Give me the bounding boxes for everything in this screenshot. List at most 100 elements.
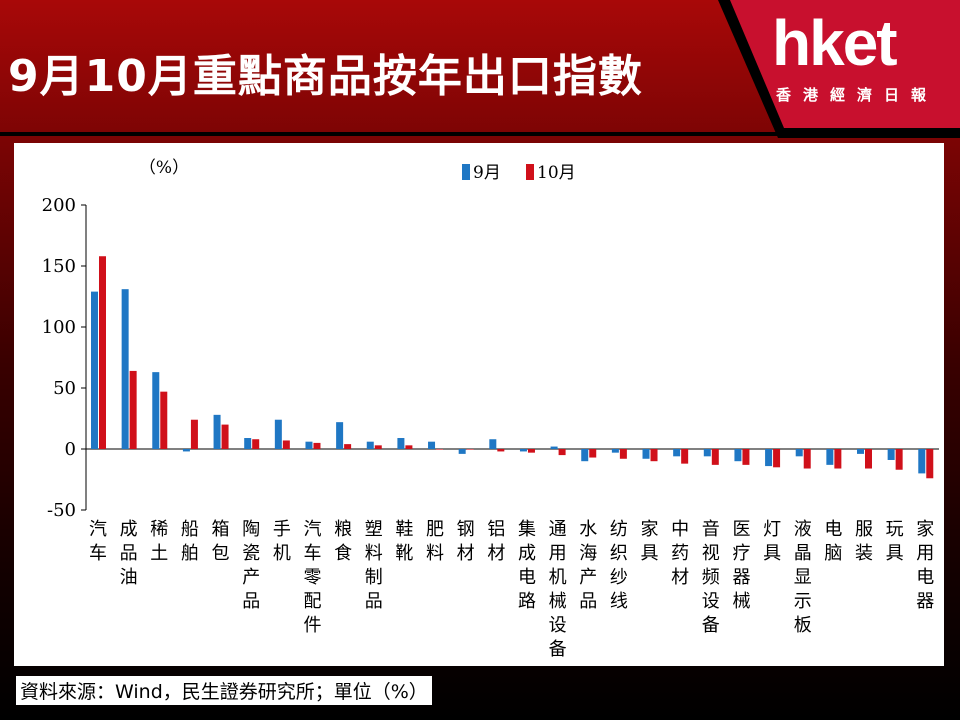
x-tick-label: 器	[916, 591, 934, 612]
x-tick-label: 料	[365, 543, 383, 564]
x-tick-label: 海	[579, 543, 597, 564]
bar	[497, 449, 505, 452]
bar	[611, 449, 619, 453]
x-tick-label: 板	[794, 615, 812, 636]
x-tick-label: 频	[702, 567, 720, 588]
x-tick-label: 土	[150, 543, 168, 564]
legend-swatch	[526, 164, 534, 180]
x-tick-label: 医	[732, 519, 750, 540]
bar	[336, 422, 344, 449]
x-tick-label: 手	[273, 519, 291, 540]
bar	[305, 441, 313, 449]
bar	[619, 449, 627, 459]
page-title: 9月10月重點商品按年出口指數	[8, 51, 643, 102]
bar	[826, 449, 834, 465]
x-tick-label: 械	[732, 591, 750, 612]
x-tick-label: 成	[120, 519, 138, 540]
bar	[918, 449, 926, 474]
x-tick-label: 塑	[365, 519, 383, 540]
x-tick-label: 成	[518, 543, 536, 564]
y-tick-label: 150	[42, 256, 76, 277]
x-tick-label: 装	[855, 543, 873, 564]
x-tick-label: 产	[242, 567, 260, 588]
bar	[650, 449, 658, 462]
x-tick-label: 食	[334, 543, 352, 564]
x-tick-label: 配	[303, 591, 321, 612]
x-tick-label: 家	[916, 519, 934, 540]
x-tick-label: 零	[303, 567, 321, 588]
x-tick-label: 车	[303, 543, 321, 564]
x-tick-label: 液	[794, 519, 812, 540]
x-tick-label: 药	[671, 543, 689, 564]
x-tick-label: 料	[426, 543, 444, 564]
bar	[489, 439, 497, 449]
x-tick-label: 稀	[150, 519, 168, 540]
x-tick-label: 显	[794, 567, 812, 588]
x-tick-label: 包	[212, 543, 230, 564]
x-tick-label: 瓷	[242, 543, 260, 564]
bar	[734, 449, 742, 462]
y-tick-label: 100	[42, 317, 76, 338]
bar	[742, 449, 750, 465]
chart-panel: 200 150 100 50 0 -50 （%） 9月 10月汽车成品油稀土船舶箱包陶瓷产品手机…	[14, 143, 944, 666]
x-tick-label: 油	[120, 567, 138, 588]
bar	[244, 438, 252, 449]
bar	[397, 438, 405, 449]
x-tick-label: 用	[916, 543, 934, 564]
bar	[221, 424, 229, 449]
bar	[282, 440, 290, 449]
legend-label: 10月	[537, 163, 576, 183]
bar	[190, 419, 198, 449]
bar	[865, 449, 872, 469]
y-tick-label: -50	[47, 500, 76, 521]
x-tick-label: 箱	[212, 519, 230, 540]
bar	[703, 449, 711, 457]
bar	[550, 446, 558, 449]
x-tick-label: 品	[579, 591, 597, 612]
x-tick-label: 电	[824, 519, 842, 540]
bar	[527, 449, 535, 453]
x-tick-label: 材	[671, 567, 689, 588]
x-tick-label: 肥	[426, 519, 444, 540]
x-tick-label: 车	[89, 543, 107, 564]
x-tick-label: 中	[671, 519, 689, 540]
bar	[795, 449, 803, 457]
x-tick-label: 器	[732, 567, 750, 588]
x-tick-label: 钢	[457, 519, 475, 540]
bar	[589, 449, 597, 458]
logo-background	[0, 0, 960, 138]
x-tick-label: 玩	[886, 519, 904, 540]
x-tick-label: 件	[303, 615, 321, 636]
x-tick-label: 靴	[395, 543, 413, 564]
x-tick-label: 纺	[610, 519, 628, 540]
bar	[887, 449, 895, 460]
x-tick-label: 晶	[794, 543, 812, 564]
bar	[99, 256, 106, 449]
bar	[458, 449, 466, 454]
x-tick-label: 汽	[89, 519, 107, 540]
bar	[466, 449, 474, 450]
bar	[405, 445, 413, 449]
x-tick-label: 具	[763, 543, 781, 564]
x-tick-label: 品	[365, 591, 383, 612]
bar	[681, 449, 689, 464]
bar	[274, 419, 282, 449]
bar	[642, 449, 650, 459]
bar	[834, 449, 842, 469]
bar	[765, 449, 773, 467]
x-tick-label: 脑	[824, 543, 842, 564]
bar	[857, 449, 864, 454]
x-tick-label: 电	[916, 567, 934, 588]
bar	[121, 289, 129, 449]
y-unit-label: （%）	[139, 158, 189, 178]
header-banner: hket 香港經濟日報	[0, 0, 960, 140]
bar	[313, 442, 321, 449]
x-tick-label: 线	[610, 591, 628, 612]
bar	[581, 449, 589, 462]
x-tick-label: 鞋	[395, 519, 413, 540]
hket-logo: hket	[772, 7, 898, 79]
bar	[773, 449, 781, 468]
x-tick-label: 械	[549, 591, 567, 612]
source-note: 資料來源：Wind，民生證券研究所；單位（%）	[16, 676, 432, 705]
bar	[711, 449, 719, 465]
